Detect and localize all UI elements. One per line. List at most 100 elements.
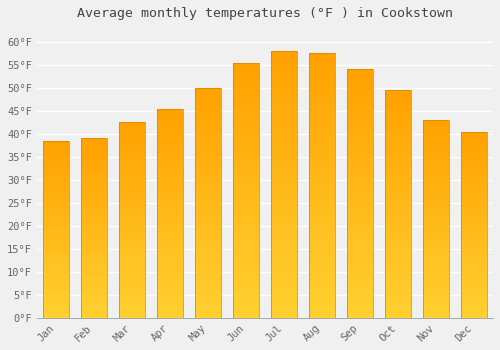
Bar (157, 176, 183, 180)
Bar (157, 255, 183, 259)
Bar (233, 63, 259, 68)
Bar (271, 62, 297, 67)
Bar (43, 265, 68, 268)
Bar (195, 88, 221, 92)
Bar (119, 287, 145, 290)
Bar (233, 119, 259, 124)
Bar (81, 210, 107, 214)
Bar (157, 117, 183, 121)
Bar (423, 254, 449, 259)
Bar (461, 150, 487, 154)
Bar (195, 258, 221, 262)
Bar (119, 154, 145, 158)
Bar (119, 146, 145, 150)
Bar (347, 303, 373, 308)
Bar (461, 135, 487, 139)
Bar (43, 282, 68, 286)
Bar (309, 122, 335, 127)
Bar (309, 75, 335, 80)
Bar (195, 208, 221, 212)
Bar (309, 133, 335, 138)
Bar (119, 220, 145, 224)
Bar (195, 161, 221, 166)
Bar (119, 267, 145, 271)
Bar (347, 243, 373, 248)
Bar (157, 163, 183, 167)
Bar (233, 175, 259, 180)
Bar (461, 132, 487, 318)
Bar (195, 120, 221, 125)
Bar (309, 64, 335, 69)
Bar (271, 270, 297, 275)
Bar (347, 104, 373, 109)
Bar (385, 227, 411, 231)
Bar (347, 278, 373, 283)
Bar (81, 185, 107, 189)
Bar (157, 205, 183, 209)
Bar (271, 168, 297, 174)
Bar (309, 233, 335, 238)
Bar (157, 297, 183, 301)
Bar (271, 259, 297, 265)
Bar (385, 127, 411, 131)
Bar (461, 188, 487, 191)
Bar (81, 178, 107, 182)
Bar (81, 307, 107, 311)
Bar (271, 217, 297, 222)
Bar (43, 289, 68, 293)
Bar (423, 148, 449, 152)
Bar (385, 140, 411, 145)
Bar (43, 247, 68, 251)
Bar (423, 156, 449, 160)
Bar (423, 211, 449, 215)
Bar (119, 224, 145, 228)
Bar (385, 177, 411, 181)
Bar (119, 142, 145, 146)
Bar (461, 277, 487, 281)
Bar (43, 275, 68, 279)
Bar (271, 275, 297, 280)
Bar (271, 232, 297, 238)
Bar (233, 73, 259, 78)
Bar (347, 184, 373, 189)
Bar (271, 56, 297, 62)
Bar (423, 128, 449, 132)
Bar (347, 218, 373, 223)
Bar (347, 75, 373, 79)
Bar (461, 284, 487, 288)
Bar (347, 313, 373, 318)
Bar (81, 239, 107, 243)
Bar (385, 154, 411, 159)
Bar (271, 99, 297, 104)
Bar (423, 152, 449, 156)
Bar (461, 254, 487, 258)
Bar (233, 267, 259, 272)
Bar (385, 304, 411, 309)
Bar (385, 168, 411, 172)
Bar (195, 203, 221, 208)
Bar (347, 79, 373, 84)
Bar (423, 235, 449, 239)
Bar (309, 228, 335, 233)
Bar (233, 63, 259, 318)
Bar (157, 146, 183, 150)
Bar (461, 191, 487, 195)
Bar (461, 258, 487, 262)
Bar (81, 160, 107, 163)
Bar (385, 259, 411, 263)
Bar (81, 171, 107, 174)
Bar (347, 214, 373, 218)
Bar (423, 183, 449, 187)
Bar (157, 180, 183, 184)
Bar (385, 245, 411, 250)
Bar (233, 83, 259, 88)
Bar (43, 166, 68, 169)
Bar (347, 229, 373, 233)
Bar (157, 130, 183, 134)
Bar (347, 189, 373, 194)
Bar (423, 203, 449, 207)
Bar (423, 219, 449, 223)
Bar (157, 150, 183, 155)
Bar (461, 299, 487, 303)
Bar (157, 142, 183, 146)
